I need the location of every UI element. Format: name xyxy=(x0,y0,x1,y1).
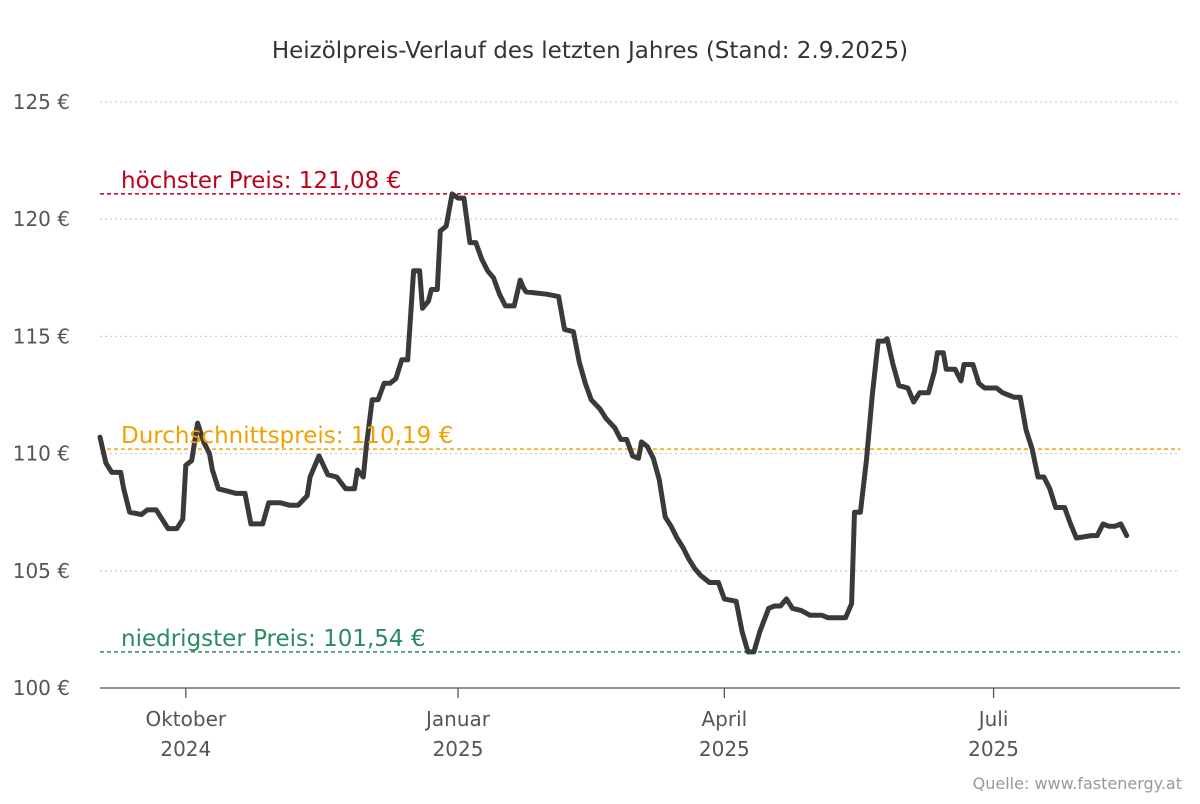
grid-layer xyxy=(100,101,1180,572)
x-tick-label-year: 2025 xyxy=(968,737,1019,761)
source-note: Quelle: www.fastenergy.at xyxy=(973,774,1182,793)
x-tick-label-year: 2024 xyxy=(160,737,211,761)
x-tick-label-year: 2025 xyxy=(433,737,484,761)
x-tick-label: Januar xyxy=(424,707,491,731)
axis-layer: 125 € 120 € 115 € 110 € 105 € 100 € Oktober 202… xyxy=(13,90,1180,761)
y-tick-label: 120 € xyxy=(13,207,70,231)
x-tick-label: Juli xyxy=(977,707,1009,731)
reference-label-max: höchster Preis: 121,08 € xyxy=(121,168,401,194)
reference-label-avg: Durchschnittspreis: 110,19 € xyxy=(121,423,453,449)
x-tick-label: Oktober xyxy=(145,707,226,731)
y-tick-label: 105 € xyxy=(13,559,70,583)
series-line xyxy=(97,191,1130,655)
chart-title: Heizölpreis-Verlauf des letzten Jahres (… xyxy=(272,38,908,64)
y-tick-label: 125 € xyxy=(13,90,70,114)
reference-label-min: niedrigster Preis: 101,54 € xyxy=(121,626,426,652)
x-tick-label: April xyxy=(701,707,747,731)
y-tick-label: 100 € xyxy=(13,676,70,700)
label-layer: höchster Preis: 121,08 € Durchschnittspre… xyxy=(121,168,453,652)
y-tick-label: 110 € xyxy=(13,442,70,466)
y-tick-label: 115 € xyxy=(13,324,70,348)
series-layer xyxy=(97,191,1130,655)
x-tick-label-year: 2025 xyxy=(699,737,750,761)
